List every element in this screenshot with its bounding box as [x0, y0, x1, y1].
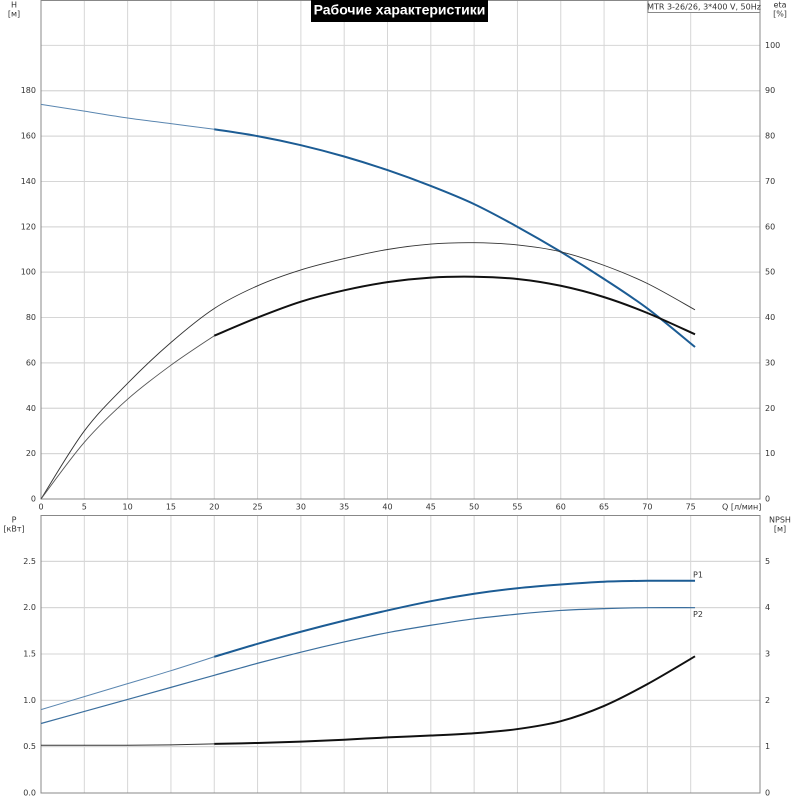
x-tick-label: 0 — [38, 503, 43, 512]
series-label: P1 — [693, 570, 703, 579]
annotation: MTR 3-26/26, 3*400 V, 50Hz — [647, 3, 761, 12]
x-tick-label: 10 — [123, 503, 133, 512]
y-axis-unit: [кВт] — [3, 525, 24, 534]
y2-axis-label: eta — [774, 1, 787, 10]
series-line — [40, 103, 215, 130]
x-tick-label: 55 — [512, 503, 522, 512]
x-axis-label: Q [л/мин] — [722, 503, 761, 512]
y-tick-label: 0.0 — [23, 789, 36, 798]
y2-tick-label: 2 — [765, 696, 770, 705]
plot-frame — [40, 515, 761, 794]
y-tick-label: 2.0 — [23, 603, 36, 612]
y-tick-label: 0.5 — [23, 742, 36, 751]
annotation-box — [647, 0, 761, 13]
y-axis-label: P — [12, 516, 17, 525]
series-label: P2 — [693, 610, 703, 619]
y2-axis-unit: [%] — [773, 10, 787, 19]
x-tick-label: 15 — [166, 503, 176, 512]
y-tick-label: 40 — [26, 404, 36, 413]
y-tick-label: 1.0 — [23, 696, 36, 705]
y2-axis-unit: [м] — [774, 525, 786, 534]
x-tick-label: 60 — [556, 503, 566, 512]
y-tick-label: 0 — [31, 495, 36, 504]
y2-tick-label: 3 — [765, 650, 770, 659]
y2-tick-label: 0 — [765, 495, 770, 504]
y2-tick-label: 100 — [765, 41, 780, 50]
series-line — [213, 275, 696, 337]
x-tick-label: 70 — [642, 503, 652, 512]
title-box — [311, 0, 488, 22]
y-tick-label: 1.5 — [23, 650, 36, 659]
y2-tick-label: 1 — [765, 742, 770, 751]
y2-tick-label: 50 — [765, 268, 775, 277]
y-axis-unit: [м] — [8, 10, 20, 19]
y-tick-label: 20 — [26, 449, 36, 458]
x-tick-label: 40 — [382, 503, 392, 512]
x-tick-label: 25 — [252, 503, 262, 512]
series-line — [40, 606, 696, 725]
y-tick-label: 140 — [21, 177, 36, 186]
y2-tick-label: 30 — [765, 358, 775, 367]
series-line — [214, 128, 696, 348]
y2-tick-label: 5 — [765, 557, 770, 566]
y-tick-label: 120 — [21, 222, 36, 231]
y2-tick-label: 70 — [765, 177, 775, 186]
y-tick-label: 100 — [21, 268, 36, 277]
y-tick-label: 80 — [26, 313, 36, 322]
y2-tick-label: 0 — [765, 789, 770, 798]
y2-tick-label: 90 — [765, 86, 775, 95]
series-line — [40, 656, 215, 711]
y-tick-label: 160 — [21, 132, 36, 141]
y2-tick-label: 20 — [765, 404, 775, 413]
y-axis-label: H — [11, 1, 17, 10]
x-tick-label: 20 — [209, 503, 219, 512]
x-tick-label: 50 — [469, 503, 479, 512]
y2-tick-label: 60 — [765, 222, 775, 231]
series-line — [41, 743, 215, 746]
x-tick-label: 75 — [686, 503, 696, 512]
y2-tick-label: 10 — [765, 449, 775, 458]
x-tick-label: 65 — [599, 503, 609, 512]
series-line — [214, 655, 696, 745]
y-tick-label: 60 — [26, 358, 36, 367]
series-line — [40, 335, 215, 500]
x-tick-label: 5 — [82, 503, 87, 512]
y2-tick-label: 40 — [765, 313, 775, 322]
y2-tick-label: 80 — [765, 132, 775, 141]
y2-tick-label: 4 — [765, 603, 770, 612]
y-tick-label: 180 — [21, 86, 36, 95]
x-tick-label: 45 — [426, 503, 436, 512]
y-tick-label: 2.5 — [23, 557, 36, 566]
series-line — [213, 579, 696, 658]
series-line — [40, 242, 696, 500]
x-tick-label: 35 — [339, 503, 349, 512]
chart-title: Рабочие характеристики — [314, 2, 486, 18]
x-tick-label: 30 — [296, 503, 306, 512]
y2-axis-label: NPSH — [769, 516, 791, 525]
